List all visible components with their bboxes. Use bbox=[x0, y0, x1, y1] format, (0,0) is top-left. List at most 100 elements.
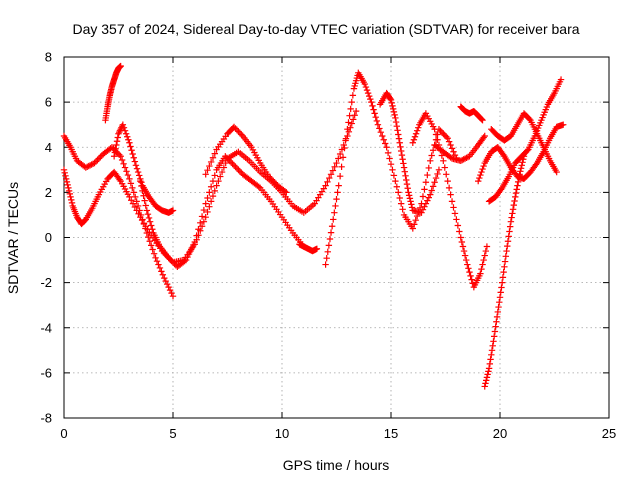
data-point bbox=[437, 127, 444, 134]
y-tick-label: -6 bbox=[40, 365, 52, 380]
data-point bbox=[134, 202, 142, 210]
series-track-5 bbox=[137, 153, 307, 271]
data-point bbox=[450, 204, 457, 211]
data-point bbox=[121, 127, 129, 134]
data-point bbox=[225, 156, 232, 163]
data-point bbox=[64, 181, 71, 189]
data-point bbox=[146, 238, 153, 245]
data-point bbox=[215, 177, 222, 185]
data-point bbox=[397, 143, 404, 151]
data-point bbox=[197, 219, 204, 227]
data-point bbox=[66, 190, 74, 198]
data-point bbox=[206, 162, 213, 170]
data-point bbox=[229, 160, 236, 167]
data-point bbox=[409, 139, 416, 146]
data-point bbox=[361, 80, 369, 88]
data-point bbox=[81, 217, 88, 225]
data-point bbox=[161, 274, 168, 282]
data-point bbox=[477, 270, 484, 277]
data-point bbox=[399, 156, 406, 163]
data-point bbox=[488, 347, 496, 354]
data-point bbox=[235, 128, 242, 135]
data-point bbox=[485, 368, 492, 375]
data-point bbox=[131, 158, 139, 165]
data-point bbox=[111, 149, 119, 156]
data-point bbox=[412, 130, 420, 137]
data-point bbox=[119, 121, 127, 128]
data-point bbox=[395, 135, 403, 142]
data-point bbox=[347, 124, 354, 131]
data-point bbox=[125, 136, 132, 143]
data-point bbox=[206, 203, 213, 210]
data-point bbox=[117, 126, 124, 133]
data-point bbox=[211, 150, 218, 157]
data-point bbox=[110, 153, 118, 160]
data-point bbox=[501, 263, 508, 271]
data-point bbox=[322, 261, 329, 268]
data-point bbox=[134, 168, 142, 176]
data-point bbox=[383, 144, 390, 151]
data-point bbox=[402, 172, 409, 180]
data-point bbox=[504, 238, 512, 245]
data-point bbox=[149, 226, 156, 233]
data-point bbox=[482, 377, 490, 384]
data-point bbox=[379, 132, 386, 140]
y-tick-label: -4 bbox=[40, 320, 52, 335]
data-point bbox=[116, 151, 123, 158]
data-point bbox=[82, 164, 89, 171]
series-track-9 bbox=[376, 89, 443, 216]
data-point bbox=[392, 114, 399, 122]
data-point bbox=[195, 226, 202, 233]
data-point bbox=[165, 254, 172, 262]
data-point bbox=[166, 286, 174, 294]
data-point bbox=[409, 225, 416, 232]
data-point bbox=[432, 174, 440, 182]
data-point bbox=[557, 76, 565, 83]
data-point bbox=[65, 184, 72, 192]
data-point bbox=[348, 98, 355, 106]
data-point bbox=[508, 214, 515, 221]
data-point bbox=[185, 250, 193, 258]
data-marks bbox=[60, 62, 567, 390]
data-point bbox=[182, 256, 190, 264]
data-point bbox=[226, 157, 233, 164]
data-point bbox=[491, 328, 499, 335]
data-point bbox=[425, 164, 432, 172]
data-point bbox=[67, 193, 74, 201]
data-point bbox=[362, 83, 370, 91]
data-point bbox=[456, 228, 463, 235]
data-point bbox=[331, 209, 338, 216]
data-point bbox=[368, 98, 375, 106]
data-point bbox=[91, 159, 98, 167]
series-track-11 bbox=[431, 132, 488, 164]
data-point bbox=[233, 165, 241, 172]
series-track-14 bbox=[475, 121, 567, 185]
data-point bbox=[86, 162, 94, 169]
data-point bbox=[84, 163, 91, 171]
data-point bbox=[465, 265, 472, 272]
y-axis-label: SDTVAR / TECUs bbox=[5, 182, 21, 294]
data-point bbox=[443, 171, 450, 178]
data-point bbox=[136, 172, 143, 179]
data-point bbox=[424, 171, 431, 179]
data-point bbox=[209, 154, 217, 161]
data-point bbox=[480, 162, 487, 170]
data-point bbox=[136, 207, 143, 214]
data-point bbox=[422, 179, 430, 186]
data-point bbox=[481, 383, 488, 390]
data-point bbox=[475, 177, 482, 185]
data-point bbox=[230, 123, 238, 131]
data-point bbox=[411, 133, 419, 140]
data-point bbox=[191, 238, 198, 246]
data-point bbox=[443, 133, 450, 140]
data-point bbox=[481, 252, 488, 259]
data-point bbox=[129, 150, 136, 158]
data-point bbox=[193, 232, 200, 239]
data-point bbox=[526, 115, 533, 123]
data-point bbox=[165, 283, 172, 291]
data-point bbox=[350, 116, 357, 123]
data-point bbox=[457, 234, 464, 241]
y-tick-label: 4 bbox=[45, 140, 52, 155]
data-point bbox=[485, 365, 493, 372]
data-point bbox=[505, 233, 512, 240]
